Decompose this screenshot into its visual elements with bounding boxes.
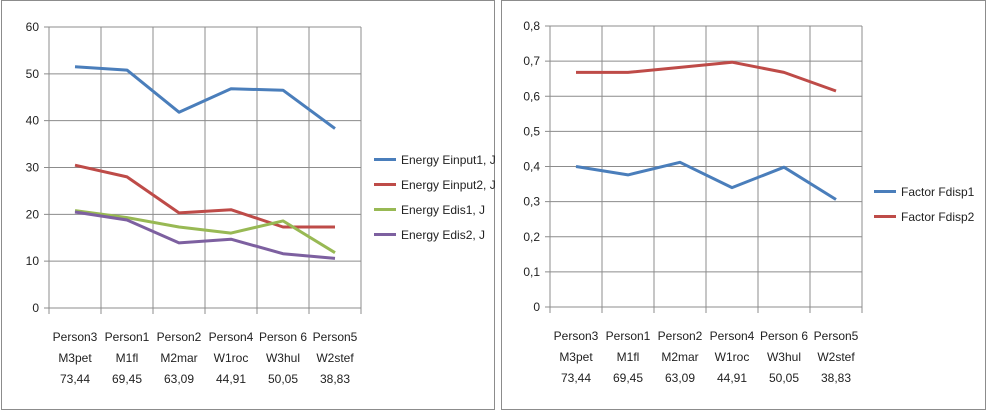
x-tick-label: Person4 [209,330,254,344]
x-tick-label: 38,83 [320,372,350,386]
x-tick-label: 63,09 [164,372,194,386]
x-tick-label: 73,44 [561,371,591,385]
x-tick-label: Person1 [105,330,150,344]
legend-item: Energy Einput2, J [374,176,496,193]
series-line [74,210,336,260]
y-tick-label: 0,7 [523,54,540,68]
x-tick-label: M1fl [617,350,640,364]
y-tick-label: 0 [533,300,540,314]
x-tick-label: 50,05 [769,371,799,385]
y-tick-label: 10 [26,254,40,268]
x-tick-label: 69,45 [613,371,643,385]
series-line [74,209,336,254]
x-tick-label: 38,83 [821,371,851,385]
legend-label: Factor Fdisp1 [901,184,975,199]
energy-chart-legend: Energy Einput1, J Energy Einput2, J Energy… [374,151,496,251]
factor-chart-panel: 0 0,1 0,2 0,3 0,4 0,5 0,6 0,7 0,8 Person3 M3pet 73,… [501,0,986,410]
x-tick-label: Person5 [814,329,859,343]
x-tick-label: M3pet [58,351,92,365]
x-tick-label: M1fl [116,351,139,365]
factor-chart-svg: 0 0,1 0,2 0,3 0,4 0,5 0,6 0,7 0,8 Person3 M3pet 73,… [523,19,863,385]
legend-item: Energy Einput1, J [374,151,496,168]
series-line [576,60,837,93]
legend-label: Energy Einput2, J [401,177,496,192]
x-tick-label: Person5 [313,330,358,344]
x-tick-label: Person2 [658,329,703,343]
energy-chart-panel: 0 10 20 30 40 50 60 Person3 M3pet 73,44 Person1 M1f… [1,0,496,410]
x-tick-label: W1roc [715,350,750,364]
x-tick-label: Person 6 [259,330,307,344]
y-tick-label: 30 [26,161,40,175]
x-tick-label: Person1 [606,329,651,343]
y-tick-label: 20 [26,207,40,221]
x-tick-label: Person2 [157,330,202,344]
y-tick-label: 60 [26,20,40,34]
x-tick-label: Person3 [53,330,98,344]
x-tick-label: Person3 [554,329,599,343]
y-tick-label: 0,6 [523,89,540,103]
y-tick-label: 0 [32,301,39,315]
legend-label: Energy Edis2, J [401,227,486,242]
x-tick-label: 63,09 [665,371,695,385]
y-tick-label: 40 [26,114,40,128]
legend-label: Energy Edis1, J [401,202,486,217]
x-tick-label: 44,91 [717,371,747,385]
y-tick-label: 0,8 [523,19,540,33]
x-tick-label: W1roc [214,351,249,365]
x-tick-label: M2mar [160,351,197,365]
legend-swatch [374,183,396,186]
legend-label: Factor Fdisp2 [901,209,975,224]
legend-swatch [374,208,396,211]
legend-swatch [874,190,896,193]
x-tick-label: 44,91 [216,372,246,386]
legend-swatch [874,215,896,218]
legend-item: Energy Edis1, J [374,201,496,218]
x-tick-label: 73,44 [60,372,90,386]
x-tick-label: W3hul [767,350,801,364]
legend-item: Factor Fdisp2 [874,208,974,225]
y-tick-label: 0,2 [523,230,540,244]
legend-item: Factor Fdisp1 [874,183,974,200]
x-tick-label: M3pet [559,350,593,364]
x-tick-label: 69,45 [112,372,142,386]
x-tick-label: W2stef [316,351,354,365]
x-tick-label: 50,05 [268,372,298,386]
x-tick-label: Person4 [710,329,755,343]
legend-item: Energy Edis2, J [374,226,496,243]
x-tick-label: Person 6 [760,329,808,343]
y-tick-label: 0,3 [523,195,540,209]
y-tick-label: 0,4 [523,160,540,174]
legend-swatch [374,158,396,161]
energy-chart-svg: 0 10 20 30 40 50 60 Person3 M3pet 73,44 Person1 M1f… [26,20,362,386]
legend-swatch [374,233,396,236]
y-tick-label: 0,1 [523,265,540,279]
x-tick-label: W3hul [266,351,300,365]
x-tick-label: M2mar [661,350,698,364]
factor-chart-legend: Factor Fdisp1 Factor Fdisp2 [874,183,974,233]
legend-label: Energy Einput1, J [401,152,496,167]
series-line [575,160,837,201]
series-line [74,65,336,130]
y-tick-label: 50 [26,67,40,81]
y-tick-label: 0,5 [523,124,540,138]
x-tick-label: W2stef [817,350,855,364]
